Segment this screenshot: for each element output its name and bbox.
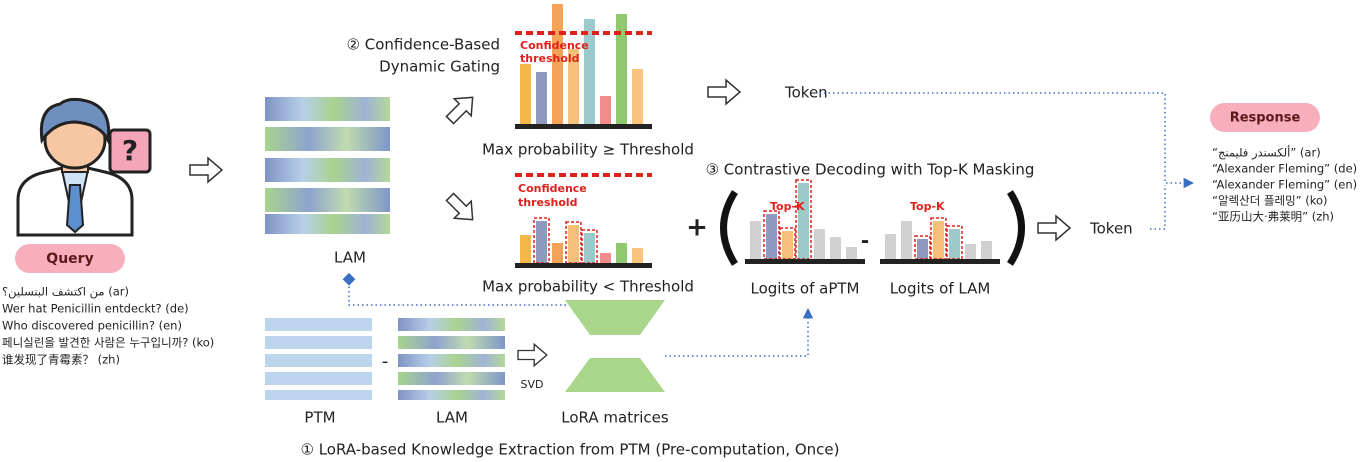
topk-label: Top-K xyxy=(770,200,805,213)
bracket xyxy=(1007,190,1025,266)
threshold-label: Confidence xyxy=(518,182,587,195)
lam-label: LAM xyxy=(334,249,366,267)
bar xyxy=(981,241,992,259)
ptm-label: PTM xyxy=(304,409,335,427)
bar xyxy=(600,96,611,124)
response-pill xyxy=(1210,103,1320,132)
bar xyxy=(520,64,531,124)
lam-matrix xyxy=(265,97,390,234)
query-label: Query xyxy=(46,251,93,267)
connector xyxy=(342,272,356,286)
contrastive-title: ③ Contrastive Decoding with Top-K Maskin… xyxy=(706,161,1035,179)
bar xyxy=(846,247,857,259)
bar xyxy=(616,243,627,263)
threshold-label: threshold xyxy=(520,52,580,65)
baseline xyxy=(515,263,652,268)
response-line: “亚历山大·弗莱明” (zh) xyxy=(1212,210,1334,224)
svg-text:?: ? xyxy=(122,134,138,167)
bar xyxy=(949,229,960,259)
response-line: “Alexander Fleming” (de) xyxy=(1212,162,1357,176)
topk-box xyxy=(565,221,582,264)
bar xyxy=(600,253,611,263)
bar xyxy=(814,229,825,259)
gating-title: ② Confidence-Based xyxy=(347,36,500,54)
arrow xyxy=(440,88,482,130)
token: Token xyxy=(1089,220,1133,238)
logits-label: Logits of LAM xyxy=(890,280,991,298)
query-line: 谁发现了青霉素？ (zh) xyxy=(2,353,120,367)
bar xyxy=(520,235,531,263)
plus: + xyxy=(686,213,708,243)
condition: Max probability ≥ Threshold xyxy=(482,141,694,159)
response-line: “Alexander Fleming” (en) xyxy=(1212,178,1357,192)
lora-matrices xyxy=(565,300,665,392)
bar xyxy=(536,221,547,263)
bar xyxy=(632,69,643,124)
query-line: 페니실린을 발견한 사람은 누구입니까? (ko) xyxy=(2,336,214,350)
bar xyxy=(552,4,563,124)
arrow xyxy=(707,79,741,105)
response-line: “알렉산더 플레밍” (ko) xyxy=(1212,194,1328,208)
bar xyxy=(965,244,976,259)
bar xyxy=(568,49,579,124)
bar xyxy=(632,248,643,263)
lam-label: LAM xyxy=(436,409,468,427)
query-line: Wer hat Penicillin entdeckt? (de) xyxy=(2,302,189,316)
baseline xyxy=(880,259,1000,264)
baseline xyxy=(745,259,865,264)
gating-title: Dynamic Gating xyxy=(379,58,500,76)
condition: Max probability < Threshold xyxy=(482,278,694,296)
response-line: “ألكسندر فليمنج” (ar) xyxy=(1212,145,1321,161)
user-icon: ? xyxy=(16,97,152,237)
bar xyxy=(750,221,761,259)
bar xyxy=(885,234,896,259)
bracket xyxy=(720,190,738,266)
bar xyxy=(568,225,579,263)
response-label: Response xyxy=(1230,111,1301,126)
bar xyxy=(616,14,627,124)
bar xyxy=(798,183,809,259)
token: Token xyxy=(784,84,828,102)
bar xyxy=(766,214,777,259)
logits-label: Logits of aPTM xyxy=(751,280,860,298)
lora-label: LoRA matrices xyxy=(561,409,669,427)
bar xyxy=(782,231,793,259)
arrow xyxy=(189,157,223,183)
bar xyxy=(552,243,563,263)
bar xyxy=(536,72,547,124)
bar xyxy=(933,221,944,259)
bar xyxy=(584,19,595,124)
threshold-label: threshold xyxy=(518,196,578,209)
arrow xyxy=(440,187,482,229)
threshold-label: Confidence xyxy=(520,39,589,52)
bar xyxy=(917,239,928,259)
bar xyxy=(901,221,912,259)
arrow xyxy=(517,343,548,367)
minus: - xyxy=(382,351,389,372)
topk-label: Top-K xyxy=(910,200,945,213)
svd-label: SVD xyxy=(521,378,544,391)
lam-matrix xyxy=(398,318,505,400)
bar xyxy=(830,237,841,259)
extraction-title: ① LoRA-based Knowledge Extraction from P… xyxy=(300,441,839,459)
topk-box xyxy=(930,217,947,260)
baseline xyxy=(515,124,652,129)
query-line: Who discovered penicillin? (en) xyxy=(2,319,182,333)
query-pill xyxy=(15,244,125,273)
bar xyxy=(584,233,595,263)
arrow xyxy=(1037,215,1071,241)
topk-box xyxy=(779,227,796,260)
minus: - xyxy=(861,229,869,253)
query-line: من اكتشف البنسلين؟ (ar) xyxy=(2,285,129,300)
ptm-matrix xyxy=(265,318,372,400)
